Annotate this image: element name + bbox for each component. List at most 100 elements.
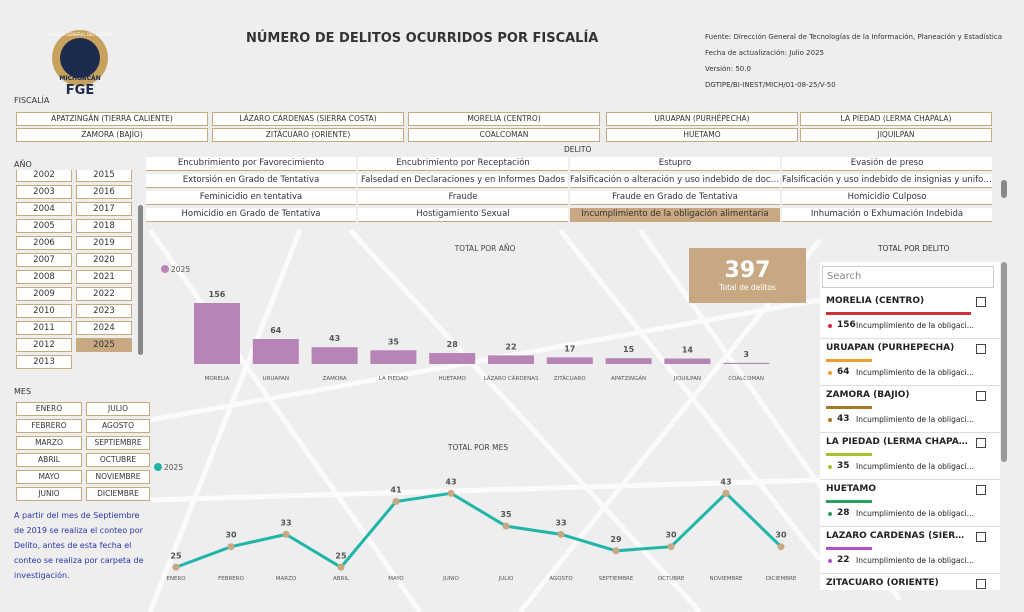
item-bullet [828, 324, 832, 328]
checkbox[interactable] [976, 485, 986, 495]
mes-button[interactable]: NOVIEMBRE [86, 470, 150, 484]
anio-button[interactable]: 2022 [76, 287, 132, 301]
mes-button[interactable]: ABRIL [16, 453, 82, 467]
delito-button[interactable]: Encubrimiento por Receptación [358, 157, 568, 171]
fiscalia-button[interactable]: APATZINGÁN (TIERRA CALIENTE) [16, 112, 208, 126]
delito-button[interactable]: Inhumación o Exhumación Indebida [782, 208, 992, 222]
delito-button[interactable]: Evasión de preso [782, 157, 992, 171]
data-label: 64 [270, 326, 282, 335]
panel-item[interactable]: ZAMORA (BAJÍO) 43 Incumplimiento de la obl… [820, 386, 1000, 433]
mes-label: MES [14, 387, 32, 396]
source-line: Fecha de actualización: Julio 2025 [705, 49, 824, 57]
checkbox[interactable] [976, 344, 986, 354]
x-tick-label: NOVIEMBRE [709, 576, 743, 582]
fiscalia-button[interactable]: URUAPAN (PURHÉPECHA) [606, 112, 798, 126]
mes-button[interactable]: ENERO [16, 402, 82, 416]
chart-title: TOTAL POR MES [447, 443, 508, 452]
anio-button[interactable]: 2015 [76, 170, 132, 182]
point [447, 489, 455, 497]
x-tick-label: JIQUILPAN [673, 376, 701, 382]
anio-button[interactable]: 2025 [76, 338, 132, 352]
fiscalia-button[interactable]: ZITÁCUARO (ORIENTE) [212, 128, 404, 142]
x-tick-label: OCTUBRE [658, 576, 685, 582]
checkbox[interactable] [976, 438, 986, 448]
delito-button[interactable]: Falsedad en Declaraciones y en Informes … [358, 174, 568, 188]
delito-button[interactable]: Extorsión en Grado de Tentativa [146, 174, 356, 188]
data-label: 28 [447, 340, 459, 349]
fiscalia-button[interactable]: ZAMORA (BAJÍO) [16, 128, 208, 142]
mes-button[interactable]: JUNIO [16, 487, 82, 501]
delito-button[interactable]: Falsificación y uso indebido de insignia… [782, 174, 992, 188]
anio-button[interactable]: 2013 [16, 355, 72, 369]
delito-button[interactable]: Feminicidio en tentativa [146, 191, 356, 205]
delito-button[interactable]: Fraude [358, 191, 568, 205]
item-count: 28 [837, 508, 850, 518]
delito-button[interactable]: Fraude en Grado de Tentativa [570, 191, 780, 205]
panel-item[interactable]: URUAPAN (PURHÉPECHA) 64 Incumplimiento de … [820, 339, 1000, 386]
mes-button[interactable]: MARZO [16, 436, 82, 450]
mes-button[interactable]: MAYO [16, 470, 82, 484]
checkbox[interactable] [976, 532, 986, 542]
anio-button[interactable]: 2012 [16, 338, 72, 352]
anio-button[interactable]: 2021 [76, 270, 132, 284]
anio-button[interactable]: 2004 [16, 202, 72, 216]
anio-button[interactable]: 2010 [16, 304, 72, 318]
panel-item[interactable]: HUETAMO 28 Incumplimiento de la obligación… [820, 480, 1000, 527]
search-box[interactable]: Search [822, 266, 994, 288]
bar [605, 358, 652, 364]
anio-button[interactable]: 2024 [76, 321, 132, 335]
anio-button[interactable]: 2011 [16, 321, 72, 335]
panel-item[interactable]: ZITÁCUARO (ORIENTE) [820, 574, 1000, 590]
mes-button[interactable]: FEBRERO [16, 419, 82, 433]
mes-button[interactable]: SEPTIEMBRE [86, 436, 150, 450]
source-line: Versión: 50.0 [705, 65, 751, 73]
anio-button[interactable]: 2017 [76, 202, 132, 216]
line [175, 491, 783, 570]
panel-item[interactable]: LÁZARO CÁRDENAS (SIERRA COSTA) 22 Incumpli… [820, 527, 1000, 574]
anio-button[interactable]: 2003 [16, 185, 72, 199]
anio-button[interactable]: 2023 [76, 304, 132, 318]
x-tick-label: ZITÁCUARO [554, 375, 586, 382]
point [612, 547, 620, 555]
item-color-bar [826, 406, 872, 409]
fiscalia-button[interactable]: MORELIA (CENTRO) [408, 112, 600, 126]
mes-button[interactable]: AGOSTO [86, 419, 150, 433]
mes-button[interactable]: DICIEMBRE [86, 487, 150, 501]
mes-button[interactable]: OCTUBRE [86, 453, 150, 467]
anio-button[interactable]: 2002 [16, 170, 72, 182]
anio-button[interactable]: 2005 [16, 219, 72, 233]
logo-ring-text: FISCALÍA GENERAL DEL ESTADO [48, 32, 112, 37]
anio-button[interactable]: 2018 [76, 219, 132, 233]
fiscalia-button[interactable]: COALCOMAN [408, 128, 600, 142]
delito-button[interactable]: Encubrimiento por Favorecimiento [146, 157, 356, 171]
anio-button[interactable]: 2020 [76, 253, 132, 267]
checkbox[interactable] [976, 391, 986, 401]
delito-button[interactable]: Falsificación o alteración y uso indebid… [570, 174, 780, 188]
panel-item[interactable]: LA PIEDAD (LERMA CHAPALA) 35 Incumplimient… [820, 433, 1000, 480]
panel-item[interactable]: MORELIA (CENTRO) 156 Incumplimiento de la … [820, 292, 1000, 339]
checkbox[interactable] [976, 297, 986, 307]
data-label: 30 [775, 531, 787, 540]
anio-button[interactable]: 2007 [16, 253, 72, 267]
item-bullet [828, 559, 832, 563]
anio-button[interactable]: 2016 [76, 185, 132, 199]
bar [370, 350, 417, 364]
anio-button[interactable]: 2009 [16, 287, 72, 301]
fiscalia-button[interactable]: LA PIEDAD (LERMA CHAPALA) [800, 112, 992, 126]
delito-button[interactable]: Homicidio en Grado de Tentativa [146, 208, 356, 222]
fiscalia-button[interactable]: LÁZARO CÁRDENAS (SIERRA COSTA) [212, 112, 404, 126]
delito-button[interactable]: Estupro [570, 157, 780, 171]
fiscalia-button[interactable]: JIQUILPAN [800, 128, 992, 142]
bar [429, 353, 476, 364]
delito-button[interactable]: Homicidio Culposo [782, 191, 992, 205]
item-count: 43 [837, 414, 850, 424]
delito-button[interactable]: Incumplimiento de la obligación alimenta… [570, 208, 780, 222]
anio-button[interactable]: 2008 [16, 270, 72, 284]
checkbox[interactable] [976, 579, 986, 589]
anio-button[interactable]: 2019 [76, 236, 132, 250]
anio-button[interactable]: 2006 [16, 236, 72, 250]
fiscalia-button[interactable]: HUETAMO [606, 128, 798, 142]
mes-button[interactable]: JULIO [86, 402, 150, 416]
delito-button[interactable]: Hostigamiento Sexual [358, 208, 568, 222]
